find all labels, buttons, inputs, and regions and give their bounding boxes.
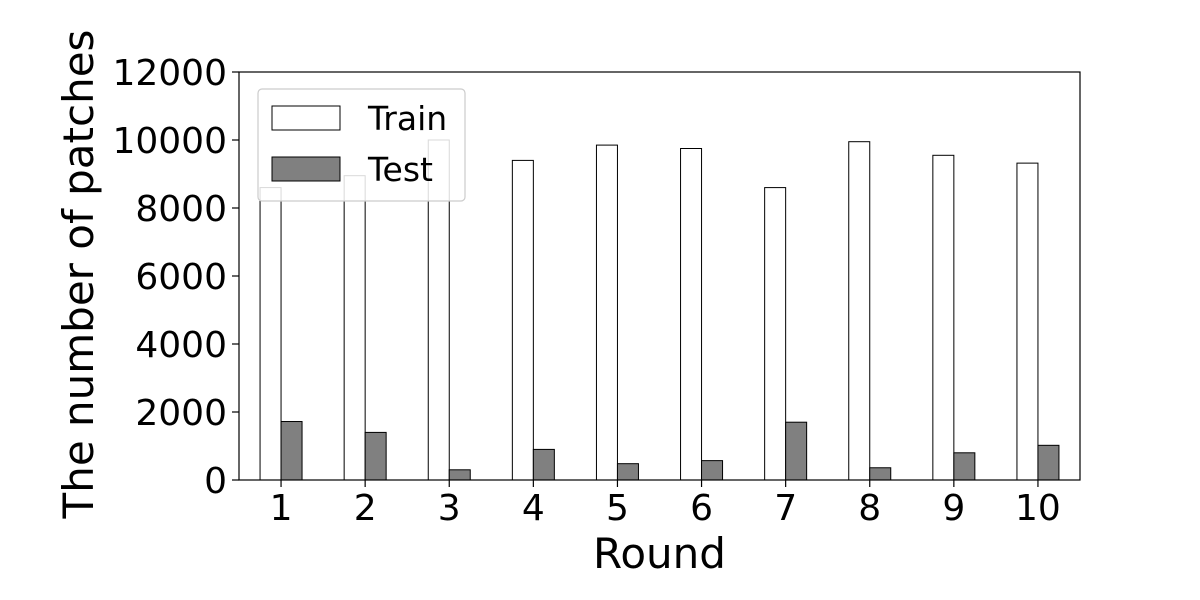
y-axis-title: The number of patches: [54, 30, 103, 520]
x-tick-label: 9: [942, 488, 965, 529]
bar-train-4: [511, 159, 534, 481]
bar-train-1: [259, 187, 282, 481]
bar-train-2: [343, 175, 366, 481]
y-tick-label: 2000: [135, 393, 227, 434]
bar-test-1: [280, 421, 303, 481]
train-bars: [259, 139, 1039, 481]
bar-test-2: [364, 431, 387, 481]
bar-test-6: [701, 460, 724, 481]
x-tick-label: 1: [270, 488, 293, 529]
bar-test-4: [532, 448, 555, 481]
y-tick-label: 8000: [135, 189, 227, 230]
y-tick-label: 6000: [135, 257, 227, 298]
y-tick-label: 12000: [112, 53, 227, 94]
x-tick-label: 5: [606, 488, 629, 529]
bar-train-10: [1016, 162, 1039, 481]
x-axis: 1 2 3 4 5 6 7 8 9 10: [270, 480, 1061, 529]
bar-test-10: [1037, 444, 1060, 481]
x-tick-label: 8: [858, 488, 881, 529]
x-tick-label: 4: [522, 488, 545, 529]
test-bars: [280, 421, 1060, 481]
x-tick-label: 3: [438, 488, 461, 529]
bar-train-6: [680, 148, 703, 481]
legend-label-train: Train: [367, 99, 447, 138]
bar-test-9: [953, 452, 976, 481]
bar-test-8: [869, 467, 892, 481]
legend: Train Test: [257, 88, 466, 202]
y-tick-label: 0: [204, 461, 227, 502]
legend-swatch-train: [271, 105, 341, 131]
y-tick-label: 4000: [135, 325, 227, 366]
bar-test-5: [616, 463, 639, 481]
bar-test-3: [448, 469, 471, 481]
legend-label-test: Test: [367, 150, 433, 189]
y-axis: 0 2000 4000 6000 8000 10000 12000: [112, 53, 239, 502]
bar-train-9: [932, 154, 955, 481]
y-tick-label: 10000: [112, 121, 227, 162]
x-tick-label: 7: [774, 488, 797, 529]
bar-test-7: [785, 421, 808, 481]
bar-train-5: [595, 144, 618, 481]
bar-train-8: [848, 141, 871, 481]
x-tick-label: 6: [690, 488, 713, 529]
bar-train-7: [764, 187, 787, 481]
legend-swatch-test: [271, 156, 341, 182]
x-tick-label: 10: [1015, 488, 1061, 529]
x-tick-label: 2: [354, 488, 377, 529]
x-axis-title: Round: [593, 529, 726, 578]
